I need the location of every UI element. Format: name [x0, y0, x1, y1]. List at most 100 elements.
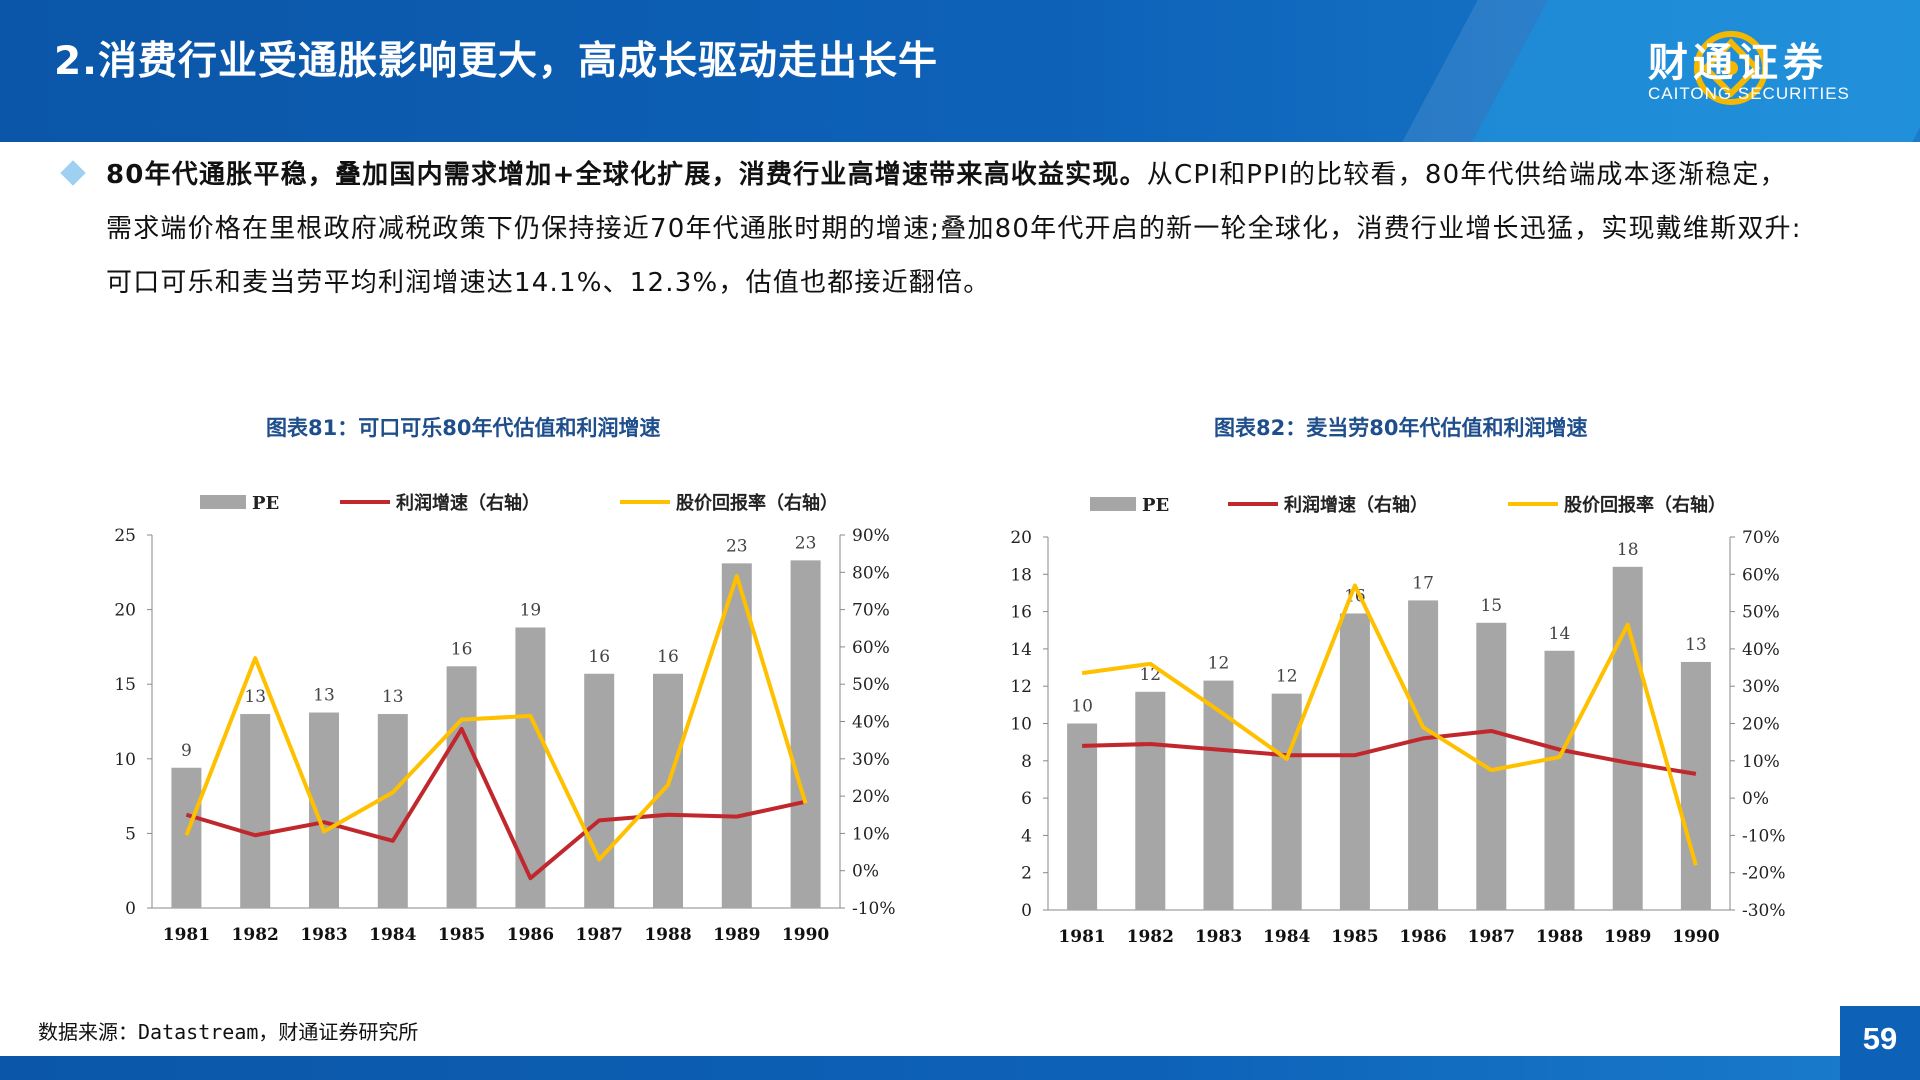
left-tick-label: 4 [1021, 826, 1032, 846]
pe-data-label: 9 [181, 741, 192, 761]
legend-label-return: 股价回报率（右轴） [675, 492, 838, 514]
pe-bar [790, 560, 821, 908]
left-tick-label: 16 [1010, 603, 1032, 623]
right-tick-label: 60% [1742, 565, 1780, 585]
pe-bar [721, 563, 752, 908]
left-tick-label: 2 [1021, 864, 1032, 884]
pe-bar [240, 714, 271, 908]
x-tick-label: 1988 [1536, 927, 1583, 947]
charts-canvas: 0 5 10 15 20 25 -10% 0% 10% 20% 30% 40% 50% 60% 70% 80%… [114, 492, 1786, 947]
pe-bar [653, 673, 683, 908]
chart-title-2: 图表82：麦当劳80年代估值和利润增速 [1214, 416, 1588, 440]
x-tick-label: 1984 [369, 925, 416, 945]
pe-data-label: 23 [795, 533, 817, 553]
summary-bold: 80年代通胀平稳，叠加国内需求增加+全球化扩展，消费行业高增速带来高收益实现。 [106, 160, 1147, 190]
right-tick-label: 30% [852, 750, 890, 770]
left-tick-label: 8 [1021, 752, 1032, 772]
x-tick-label: 1989 [1604, 927, 1651, 947]
right-tick-label: 50% [1742, 603, 1780, 623]
pe-data-label: 18 [1617, 540, 1639, 560]
right-tick-label: -20% [1742, 864, 1786, 884]
pe-bar [171, 767, 202, 908]
left-tick-label: 20 [1010, 528, 1032, 548]
x-tick-label: 1988 [644, 925, 691, 945]
x-tick-label: 1986 [507, 925, 554, 945]
pe-bar [377, 714, 408, 908]
company-logo-icon [1694, 31, 1768, 105]
right-tick-label: -10% [852, 899, 896, 919]
pe-data-label: 17 [1412, 573, 1434, 593]
summary-paragraph: 80年代通胀平稳，叠加国内需求增加+全球化扩展，消费行业高增速带来高收益实现。从… [106, 148, 1806, 310]
pe-bar [1271, 693, 1302, 910]
chart-title-1: 图表81：可口可乐80年代估值和利润增速 [266, 416, 661, 440]
logo-text-en: CAITONG SECURITIES [1648, 84, 1850, 103]
left-tick-label: 10 [1010, 715, 1032, 735]
pe-data-label: 15 [1480, 596, 1502, 616]
x-tick-label: 1983 [300, 925, 347, 945]
left-tick-label: 12 [1010, 677, 1032, 697]
right-tick-label: 80% [852, 563, 890, 583]
right-tick-label: 20% [852, 787, 890, 807]
right-tick-label: 10% [1742, 752, 1780, 772]
pe-bar [446, 666, 477, 908]
stock-return-line [1081, 583, 1698, 866]
profit-growth-line [1082, 728, 1697, 776]
x-tick-label: 1981 [1058, 927, 1105, 947]
pe-bar [1612, 566, 1643, 910]
right-tick-label: 50% [852, 675, 890, 695]
x-tick-label: 1986 [1399, 927, 1446, 947]
right-tick-label: 70% [1742, 528, 1780, 548]
pe-bar [1135, 691, 1166, 910]
x-tick-label: 1981 [163, 925, 210, 945]
pe-bar [1680, 661, 1711, 910]
pe-data-label: 19 [520, 601, 542, 621]
left-tick-label: 0 [1021, 901, 1032, 921]
right-tick-label: -30% [1742, 901, 1786, 921]
right-tick-label: 10% [852, 824, 890, 844]
right-tick-label: -10% [1742, 826, 1786, 846]
legend-swatch-pe [1090, 497, 1136, 511]
x-tick-label: 1989 [713, 925, 760, 945]
summary-normal: 从CPI和PPI的比较看，80年代供给端成本逐渐稳定，需求端价格在里根政府减税政… [106, 160, 1802, 298]
pe-data-label: 16 [657, 647, 679, 667]
pe-bar [1067, 723, 1098, 910]
right-tick-label: 70% [852, 601, 890, 621]
right-tick-label: 40% [852, 713, 890, 733]
right-tick-label: 40% [1742, 640, 1780, 660]
pe-data-label: 10 [1071, 697, 1093, 717]
pe-bar [1339, 613, 1370, 910]
left-tick-label: 25 [114, 526, 136, 546]
x-tick-label: 1987 [576, 925, 623, 945]
footer-bar [0, 1056, 1920, 1080]
left-tick-label: 10 [114, 750, 136, 770]
pe-bar [584, 673, 615, 908]
left-tick-label: 15 [114, 675, 136, 695]
legend-label-pe: PE [252, 493, 279, 514]
pe-data-label: 13 [244, 687, 266, 707]
pe-bar [515, 627, 546, 908]
legend-label-profit: 利润增速（右轴） [396, 492, 540, 514]
legend-label-profit: 利润增速（右轴） [1284, 494, 1428, 516]
pe-bar [1408, 600, 1439, 910]
left-tick-label: 5 [125, 824, 136, 844]
data-source: 数据来源：Datastream，财通证券研究所 [38, 1020, 419, 1044]
left-tick-label: 6 [1021, 789, 1032, 809]
legend-label-pe: PE [1142, 495, 1169, 516]
pe-data-label: 23 [726, 536, 748, 556]
pe-data-label: 12 [1276, 667, 1298, 687]
legend-label-return: 股价回报率（右轴） [1563, 494, 1726, 516]
x-tick-label: 1982 [232, 925, 279, 945]
left-tick-label: 20 [114, 601, 136, 621]
pe-data-label: 13 [313, 686, 335, 706]
page-number: 59 [1840, 1006, 1920, 1080]
pe-bar [1203, 680, 1234, 910]
right-tick-label: 0% [852, 862, 879, 882]
profit-growth-line [185, 726, 807, 881]
right-tick-label: 90% [852, 526, 890, 546]
right-tick-label: 30% [1742, 677, 1780, 697]
x-tick-label: 1985 [1331, 927, 1378, 947]
x-tick-label: 1990 [1672, 927, 1719, 947]
legend-swatch-pe [200, 495, 246, 509]
x-tick-label: 1987 [1468, 927, 1515, 947]
pe-data-label: 13 [382, 687, 404, 707]
